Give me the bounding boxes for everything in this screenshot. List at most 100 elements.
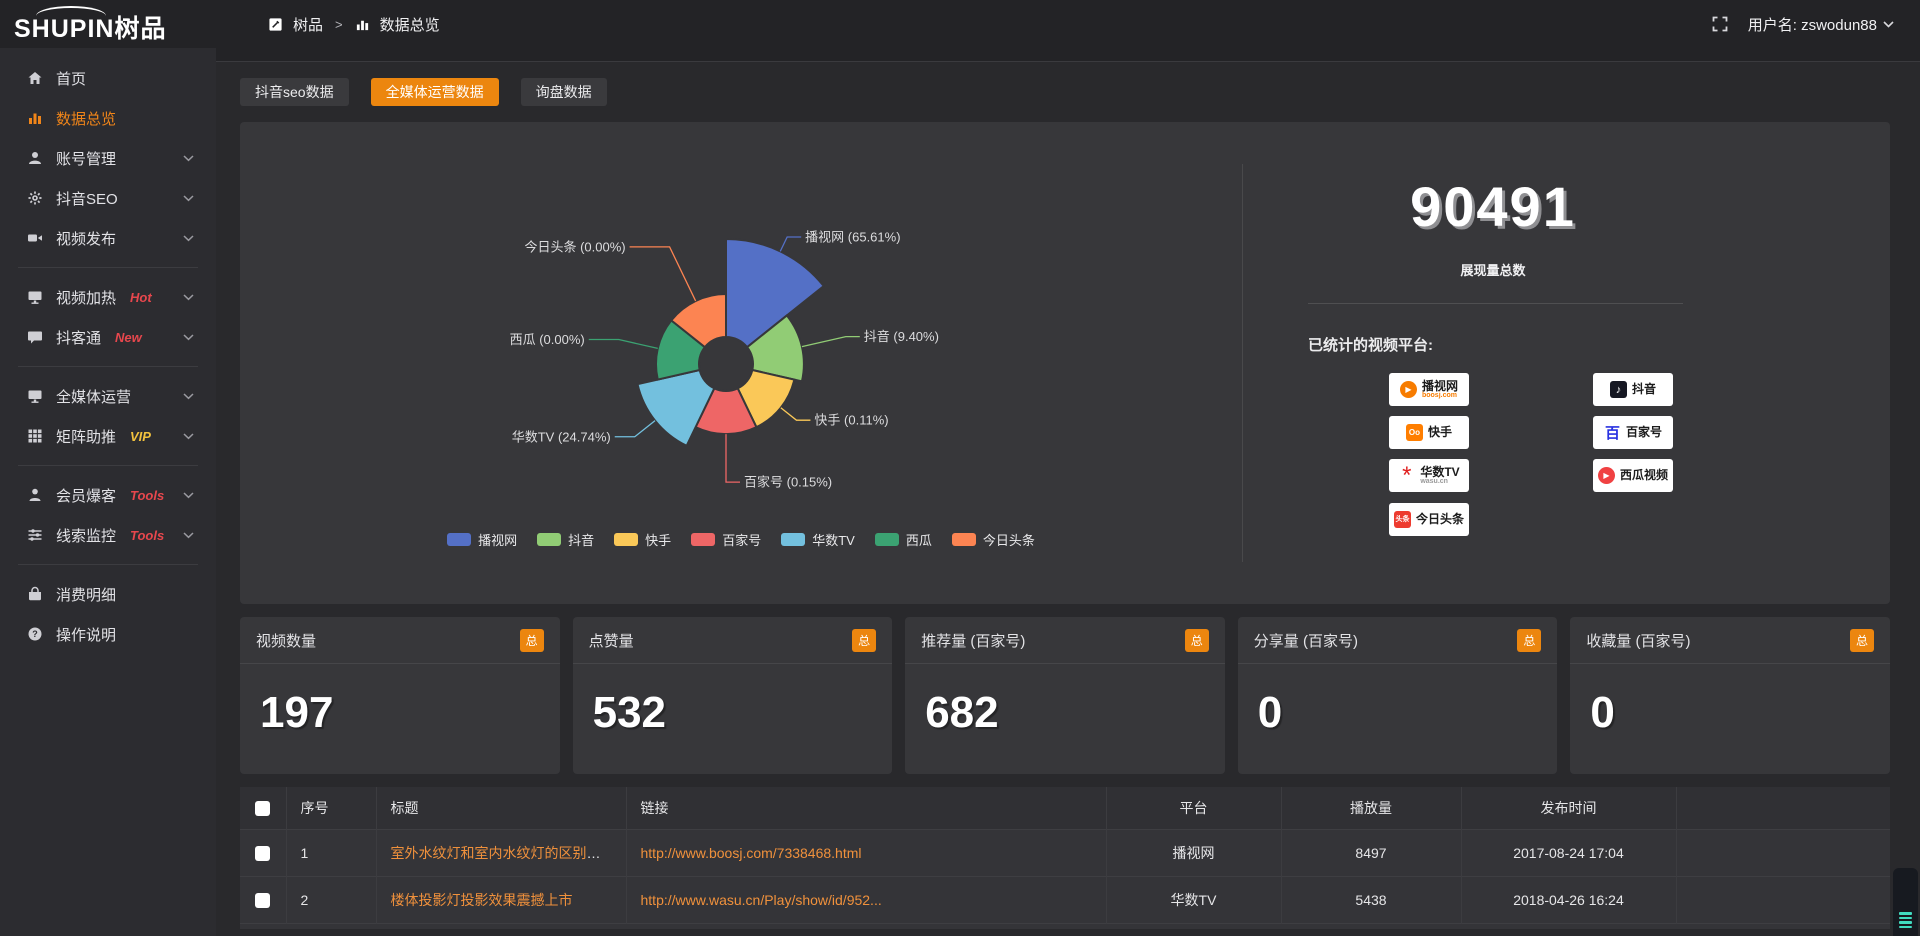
sidebar-item-data-overview[interactable]: 数据总览 [0, 98, 216, 138]
legend-swatch [874, 533, 899, 546]
legend-item-抖音[interactable]: 抖音 [537, 530, 594, 549]
card-label: 视频数量 [256, 632, 317, 650]
sidebar-item-douketong[interactable]: 抖客通 New [0, 317, 216, 357]
breadcrumb-current[interactable]: 数据总览 [379, 16, 440, 34]
gear-icon [26, 190, 43, 206]
sidebar-item-home[interactable]: 首页 [0, 58, 216, 98]
legend-label: 快手 [645, 533, 672, 548]
select-all-checkbox[interactable] [255, 801, 271, 817]
pie-label-line [629, 246, 697, 302]
pie-label-line [725, 434, 740, 483]
legend-item-西瓜[interactable]: 西瓜 [874, 530, 932, 549]
sidebar-item-label: 全媒体运营 [56, 388, 132, 406]
baijiahao-logo-icon: 百 [1603, 424, 1621, 442]
tab-douyin-seo-data[interactable]: 抖音seo数据 [240, 78, 349, 106]
sidebar-item-video-publish[interactable]: 视频发布 [0, 218, 216, 258]
sidebar-item-member-baoke[interactable]: 会员爆客 Tools [0, 475, 216, 515]
legend-item-快手[interactable]: 快手 [614, 530, 671, 549]
tab-omni-media-data[interactable]: 全媒体运营数据 [370, 78, 499, 106]
table-row-partial [240, 923, 1890, 929]
platform-name: 播视网 [1421, 378, 1458, 393]
sidebar: 首页数据总览账号管理 抖音SEO 视频发布视频加热 Hot 抖客通 New 全媒体运营矩阵助… [0, 48, 216, 936]
col-index: 序号 [286, 787, 377, 829]
stat-cards: 视频数量 总 197 点赞量 总 532 推荐量 (百家号) 总 682 分享量 (百… [240, 617, 1890, 774]
legend-swatch [537, 533, 562, 546]
pie-slice-快手[interactable] [736, 368, 796, 429]
tab-bar: 抖音seo数据 全媒体运营数据 询盘数据 [240, 78, 1890, 106]
breadcrumb-separator: > [335, 16, 343, 32]
pie-slice-西瓜[interactable] [655, 318, 707, 381]
pie-label-今日头条: 今日头条 (0.00%) [524, 239, 625, 254]
pie-label-西瓜: 西瓜 (0.00%) [510, 332, 585, 347]
chevron-down-icon [183, 154, 194, 162]
content-top-strip [216, 48, 1920, 62]
pie-slice-抖音[interactable] [745, 314, 805, 383]
panel-divider [1242, 164, 1243, 562]
platform-name: 快手 [1427, 425, 1452, 440]
video-url-link[interactable]: http://www.boosj.com/7338468.html [640, 844, 862, 861]
cell-publish-time: 2017-08-24 17:04 [1461, 829, 1677, 876]
sidebar-item-label: 会员爆客 [56, 487, 117, 505]
sidebar-item-label: 视频发布 [56, 230, 117, 248]
platforms-label: 已统计的视频平台: [1308, 337, 1433, 354]
sidebar-item-omni-media[interactable]: 全媒体运营 [0, 376, 216, 416]
sliders-icon [26, 527, 43, 543]
platform-name: 抖音 [1631, 382, 1656, 397]
total-badge: 总 [1849, 628, 1874, 652]
sidebar-divider [18, 465, 198, 466]
pie-slice-百家号[interactable] [694, 386, 758, 436]
platform-badge-toutiao: 头条 今日头条 [1389, 503, 1469, 536]
card-video-count: 视频数量 总 197 [240, 617, 560, 774]
legend-label: 百家号 [722, 533, 762, 548]
sidebar-item-label: 数据总览 [56, 110, 117, 128]
sidebar-item-badge: Tools [130, 487, 165, 503]
table-header-row: 序号 标题 链接 平台 播放量 发布时间 [240, 787, 1890, 829]
sidebar-item-instructions[interactable]: ? 操作说明 [0, 614, 216, 654]
sidebar-divider [18, 366, 198, 367]
sidebar-item-matrix-boost[interactable]: 矩阵助推 VIP [0, 416, 216, 456]
row-checkbox[interactable] [255, 892, 271, 908]
home-icon [26, 70, 43, 86]
row-checkbox[interactable] [255, 845, 271, 861]
cell-index: 1 [286, 829, 377, 876]
pie-slice-华数TV[interactable] [636, 368, 716, 448]
legend-item-播视网[interactable]: 播视网 [447, 530, 517, 549]
sidebar-item-clue-monitor[interactable]: 线索监控 Tools [0, 515, 216, 555]
pie-label-百家号: 百家号 (0.15%) [744, 475, 832, 490]
sidebar-item-video-heat[interactable]: 视频加热 Hot [0, 277, 216, 317]
sidebar-divider [18, 267, 198, 268]
sidebar-item-label: 首页 [56, 70, 87, 88]
sidebar-item-label: 视频加热 [56, 289, 117, 307]
pie-slice-播视网[interactable] [725, 237, 826, 349]
legend-item-华数TV[interactable]: 华数TV [781, 530, 855, 549]
screen-icon [26, 289, 43, 305]
user-menu[interactable]: 用户名: zswodun88 [1748, 14, 1894, 35]
legend-item-今日头条[interactable]: 今日头条 [951, 530, 1035, 549]
breadcrumb-root[interactable]: 树品 [293, 16, 324, 34]
card-favorite-count: 收藏量 (百家号) 总 0 [1570, 617, 1890, 774]
kuaishou-logo-icon: Oo [1405, 424, 1423, 441]
pie-slice-今日头条[interactable] [669, 292, 727, 349]
sidebar-item-douyin-seo[interactable]: 抖音SEO [0, 178, 216, 218]
legend-item-百家号[interactable]: 百家号 [691, 530, 761, 549]
summary-divider [1308, 303, 1683, 304]
platform-sub: wasu.cn [1420, 478, 1448, 486]
col-platform: 平台 [1106, 787, 1282, 829]
fullscreen-icon[interactable] [1712, 16, 1728, 32]
col-link: 链接 [626, 787, 1107, 829]
table-row: 1 室外水纹灯和室内水纹灯的区别和简介 http://www.boosj.com… [240, 829, 1890, 876]
chevron-down-icon [183, 194, 194, 202]
video-title-link[interactable]: 室外水纹灯和室内水纹灯的区别和简介 [390, 844, 626, 861]
sidebar-item-expense-detail[interactable]: 消费明细 [0, 574, 216, 614]
platform-badge-douyin: ♪ 抖音 [1593, 373, 1673, 406]
chevron-down-icon [183, 293, 194, 301]
video-title-link[interactable]: 楼体投影灯投影效果震撼上市 [390, 891, 573, 908]
tab-inquiry-data[interactable]: 询盘数据 [520, 78, 607, 106]
legend-swatch [951, 533, 976, 546]
cell-platform: 华数TV [1106, 876, 1282, 923]
floating-widget-button[interactable] [1893, 868, 1918, 936]
sidebar-item-badge: Hot [130, 289, 152, 305]
video-url-link[interactable]: http://www.wasu.cn/Play/show/id/952... [640, 891, 882, 908]
sidebar-item-account-manage[interactable]: 账号管理 [0, 138, 216, 178]
sidebar-item-label: 线索监控 [56, 527, 117, 545]
